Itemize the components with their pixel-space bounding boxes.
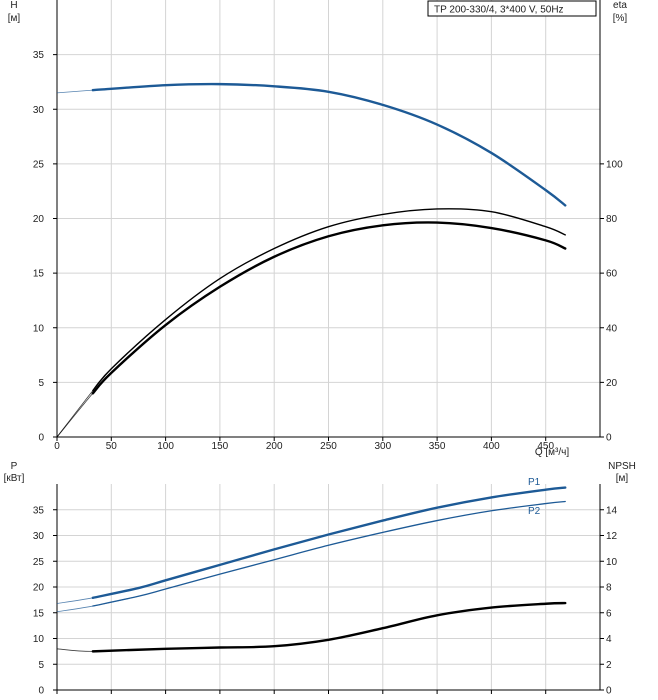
left-tick-label: 15 <box>33 269 45 280</box>
left-tick-label: 5 <box>38 378 44 389</box>
top-axis-titles: H [м] eta [%] Q [м³/ч] <box>8 0 628 458</box>
right-tick-label: 8 <box>606 583 612 594</box>
right-tick-label: 80 <box>606 214 618 225</box>
right-tick-label: 4 <box>606 634 612 645</box>
x-tick-label: 200 <box>266 441 283 452</box>
eta-axis-unit: [%] <box>613 13 628 24</box>
right-tick-label: 20 <box>606 378 618 389</box>
eta-axis-label: eta <box>613 0 627 11</box>
right-tick-label: 0 <box>606 433 612 444</box>
h-axis-unit: [м] <box>8 13 21 24</box>
right-tick-label: 2 <box>606 660 612 671</box>
right-tick-label: 0 <box>606 686 612 697</box>
right-tick-label: 40 <box>606 323 618 334</box>
series-label-p2: P2 <box>528 506 541 517</box>
left-tick-label: 0 <box>38 686 44 697</box>
right-tick-label: 100 <box>606 159 623 170</box>
left-tick-label: 5 <box>38 660 44 671</box>
series-line-p2 <box>92 500 566 607</box>
right-tick-label: 10 <box>606 557 618 568</box>
series-line-s0-2 <box>91 221 567 395</box>
npsh-axis-label: NPSH <box>608 461 636 472</box>
x-tick-label: 350 <box>429 441 446 452</box>
left-tick-label: 0 <box>38 433 44 444</box>
h-axis-label: H <box>10 0 17 11</box>
x-tick-label: 0 <box>54 441 60 452</box>
right-tick-label: 6 <box>606 608 612 619</box>
left-tick-label: 35 <box>33 50 45 61</box>
left-tick-label: 20 <box>33 583 45 594</box>
left-tick-label: 10 <box>33 323 45 334</box>
p-axis-unit: [кВт] <box>4 473 25 484</box>
x-tick-label: 150 <box>212 441 229 452</box>
right-tick-label: 12 <box>606 531 618 542</box>
chart-legend: TP 200-330/4, 3*400 V, 50Hz <box>427 0 597 17</box>
series-label-p1: P1 <box>528 477 541 488</box>
left-tick-label: 30 <box>33 105 45 116</box>
left-tick-label: 30 <box>33 531 45 542</box>
series-line-s0-1 <box>92 208 566 392</box>
series-line-s0-0 <box>91 82 567 207</box>
series-line-p1 <box>91 486 567 600</box>
left-tick-label: 20 <box>33 214 45 225</box>
p-axis-label: P <box>11 461 18 472</box>
legend-label: TP 200-330/4, 3*400 V, 50Hz <box>434 5 564 16</box>
left-tick-label: 35 <box>33 505 45 516</box>
right-tick-label: 14 <box>606 505 618 516</box>
x-tick-label: 400 <box>483 441 500 452</box>
bottom-axis-titles: P [кВт] NPSH [м] <box>4 461 636 484</box>
x-tick-label: 50 <box>106 441 118 452</box>
series-line-s1-2 <box>91 601 567 653</box>
right-tick-label: 60 <box>606 269 618 280</box>
q-axis-label: Q [м³/ч] <box>535 447 570 458</box>
npsh-axis-unit: [м] <box>616 473 629 484</box>
power-npsh-panel: 0 5 10 15 20 25 30 35 0 2 4 6 8 10 12 14 <box>33 484 618 697</box>
left-tick-label: 15 <box>33 608 45 619</box>
x-tick-label: 100 <box>157 441 174 452</box>
left-tick-label: 10 <box>33 634 45 645</box>
x-tick-label: 300 <box>374 441 391 452</box>
series-labels: P1 P2 <box>528 477 541 517</box>
left-tick-label: 25 <box>33 557 45 568</box>
x-tick-label: 450 <box>537 441 554 452</box>
x-tick-label: 250 <box>320 441 337 452</box>
left-tick-label: 25 <box>33 159 45 170</box>
